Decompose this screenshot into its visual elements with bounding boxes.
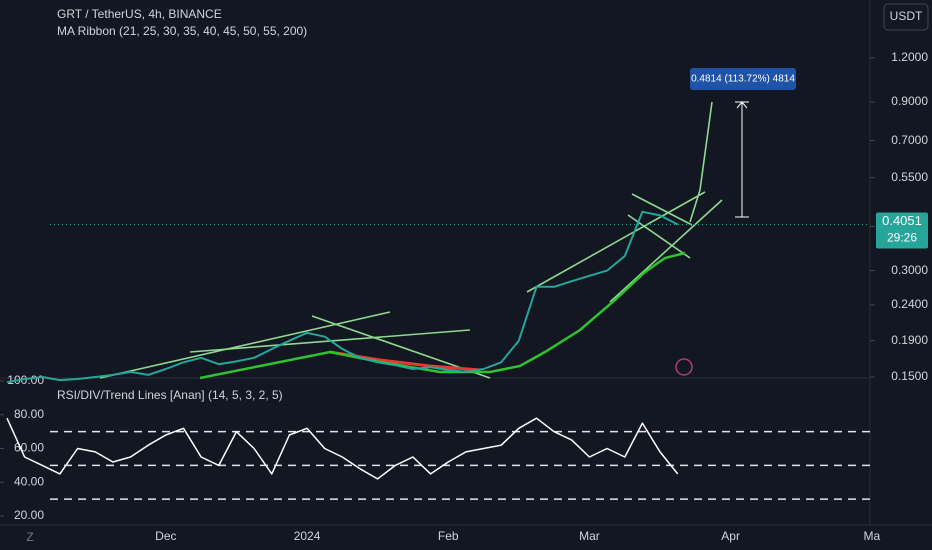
rsi-line bbox=[6, 417, 679, 480]
x-tick-label: Apr bbox=[721, 529, 740, 543]
x-tick-label: Mar bbox=[579, 529, 600, 543]
y-tick-label: 0.3000 bbox=[891, 263, 928, 277]
last-price: 0.4051 bbox=[882, 213, 922, 228]
price-label-box bbox=[876, 212, 928, 249]
rsi-tick-label: 80.00 bbox=[14, 407, 44, 421]
rsi-tick-label: 100.00 bbox=[7, 373, 44, 387]
y-tick-label: 1.2000 bbox=[891, 50, 928, 64]
alert-icon[interactable] bbox=[675, 358, 693, 376]
annotation: 0.4814 (113.72%) 4814 bbox=[691, 74, 795, 85]
y-tick-label: 0.9000 bbox=[891, 94, 928, 108]
zoom-icon[interactable]: Z bbox=[26, 530, 33, 544]
trend-lines bbox=[99, 101, 723, 379]
y-tick-label: 0.7000 bbox=[891, 133, 928, 147]
y-tick-label: 0.1900 bbox=[891, 333, 928, 347]
annotation-box bbox=[690, 68, 796, 90]
x-tick-label: Ma bbox=[864, 529, 881, 543]
y-tick-label: 0.2400 bbox=[891, 297, 928, 311]
chart-title: GRT / TetherUS, 4h, BINANCE bbox=[57, 7, 222, 21]
measure-arrow bbox=[735, 101, 749, 218]
currency[interactable]: USDT bbox=[890, 9, 923, 23]
rsi-title: RSI/DIV/Trend Lines [Anan] (14, 5, 3, 2,… bbox=[57, 388, 283, 402]
x-tick-label: 2024 bbox=[294, 529, 321, 543]
x-tick-label: Feb bbox=[438, 529, 459, 543]
x-tick-label: Dec bbox=[155, 529, 176, 543]
price-line bbox=[6, 210, 679, 384]
ma-ribbon bbox=[199, 251, 686, 380]
currency-button[interactable] bbox=[883, 3, 929, 31]
rsi-tick-label: 40.00 bbox=[14, 474, 44, 488]
indicator-label: MA Ribbon (21, 25, 30, 35, 40, 45, 50, 5… bbox=[57, 24, 307, 38]
countdown: 29:26 bbox=[887, 231, 917, 245]
rsi-tick-label: 20.00 bbox=[14, 508, 44, 522]
y-tick-label: 0.5500 bbox=[891, 170, 928, 184]
y-tick-label: 0.1500 bbox=[891, 369, 928, 383]
